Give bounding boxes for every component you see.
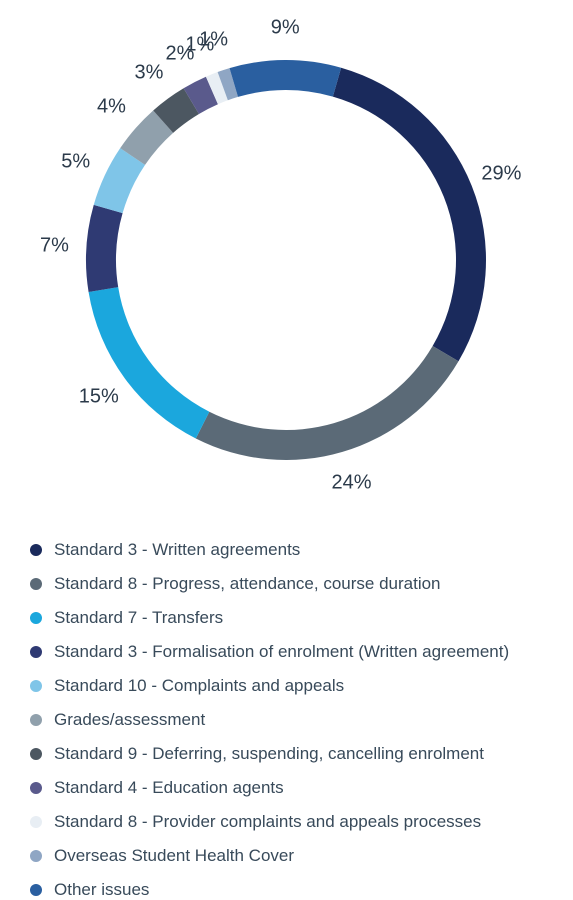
legend-label: Grades/assessment xyxy=(54,710,205,730)
slice-label-6: 3% xyxy=(135,61,164,84)
donut-chart-container: 29%24%15%7%5%4%3%2%1%1%9% xyxy=(0,0,573,520)
legend-dot-icon xyxy=(30,544,42,556)
legend-item-1: Standard 8 - Progress, attendance, cours… xyxy=(30,574,543,594)
donut-slice-0 xyxy=(333,68,486,361)
legend-item-10: Other issues xyxy=(30,880,543,900)
donut-slices-group xyxy=(86,60,486,460)
legend-item-7: Standard 4 - Education agents xyxy=(30,778,543,798)
legend-item-5: Grades/assessment xyxy=(30,710,543,730)
slice-label-9: 1% xyxy=(199,28,228,51)
legend-dot-icon xyxy=(30,884,42,896)
legend-item-3: Standard 3 - Formalisation of enrolment … xyxy=(30,642,543,662)
legend-label: Standard 8 - Provider complaints and app… xyxy=(54,812,481,832)
slice-label-0: 29% xyxy=(481,162,521,185)
donut-chart-svg xyxy=(0,0,573,520)
legend-dot-icon xyxy=(30,816,42,828)
legend-dot-icon xyxy=(30,850,42,862)
donut-slice-2 xyxy=(89,287,210,438)
slice-label-1: 24% xyxy=(331,471,371,494)
slice-label-5: 4% xyxy=(97,96,126,119)
legend-item-0: Standard 3 - Written agreements xyxy=(30,540,543,560)
legend-dot-icon xyxy=(30,646,42,658)
legend-item-6: Standard 9 - Deferring, suspending, canc… xyxy=(30,744,543,764)
slice-label-4: 5% xyxy=(61,150,90,173)
donut-slice-10 xyxy=(230,60,342,97)
legend-item-4: Standard 10 - Complaints and appeals xyxy=(30,676,543,696)
legend-label: Standard 10 - Complaints and appeals xyxy=(54,676,344,696)
legend-label: Standard 9 - Deferring, suspending, canc… xyxy=(54,744,484,764)
legend-dot-icon xyxy=(30,612,42,624)
legend-dot-icon xyxy=(30,714,42,726)
legend-dot-icon xyxy=(30,748,42,760)
legend-label: Standard 3 - Written agreements xyxy=(54,540,300,560)
legend-label: Standard 8 - Progress, attendance, cours… xyxy=(54,574,441,594)
legend-item-9: Overseas Student Health Cover xyxy=(30,846,543,866)
legend-label: Standard 7 - Transfers xyxy=(54,608,223,628)
legend-label: Other issues xyxy=(54,880,149,900)
donut-slice-1 xyxy=(196,346,459,460)
legend-item-2: Standard 7 - Transfers xyxy=(30,608,543,628)
legend-label: Overseas Student Health Cover xyxy=(54,846,294,866)
slice-label-2: 15% xyxy=(79,386,119,409)
slice-label-3: 7% xyxy=(40,235,69,258)
legend-dot-icon xyxy=(30,680,42,692)
slice-label-10: 9% xyxy=(271,17,300,40)
donut-slice-3 xyxy=(86,205,123,292)
legend-dot-icon xyxy=(30,578,42,590)
legend: Standard 3 - Written agreements Standard … xyxy=(0,520,573,900)
legend-label: Standard 3 - Formalisation of enrolment … xyxy=(54,642,509,662)
legend-item-8: Standard 8 - Provider complaints and app… xyxy=(30,812,543,832)
legend-dot-icon xyxy=(30,782,42,794)
legend-label: Standard 4 - Education agents xyxy=(54,778,284,798)
